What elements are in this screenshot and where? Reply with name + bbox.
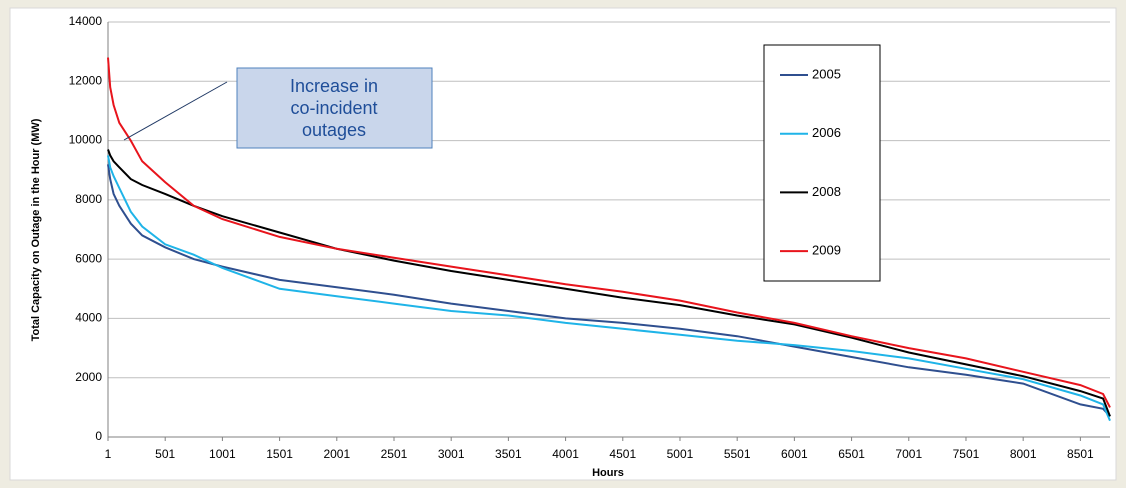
annotation-text: co-incident xyxy=(290,98,377,118)
y-tick-label: 2000 xyxy=(75,370,102,384)
annotation-text: outages xyxy=(302,120,366,140)
x-tick-label: 1 xyxy=(105,447,112,461)
y-tick-label: 8000 xyxy=(75,192,102,206)
x-axis-label: Hours xyxy=(592,467,624,479)
x-tick-label: 7501 xyxy=(953,447,980,461)
legend-label: 2006 xyxy=(812,125,841,140)
y-tick-label: 6000 xyxy=(75,251,102,265)
x-tick-label: 3501 xyxy=(495,447,522,461)
x-tick-label: 2501 xyxy=(381,447,408,461)
series-line xyxy=(107,149,1111,417)
annotation-text: Increase in xyxy=(290,76,378,96)
y-tick-label: 0 xyxy=(95,429,102,443)
y-tick-label: 10000 xyxy=(69,133,103,147)
x-tick-label: 3001 xyxy=(438,447,465,461)
series-line xyxy=(107,57,1111,408)
x-tick-label: 5501 xyxy=(724,447,751,461)
x-tick-label: 7001 xyxy=(895,447,922,461)
x-tick-label: 6501 xyxy=(838,447,865,461)
x-tick-label: 5001 xyxy=(667,447,694,461)
legend-label: 2005 xyxy=(812,66,841,81)
x-tick-label: 6001 xyxy=(781,447,808,461)
y-tick-label: 12000 xyxy=(69,73,103,87)
legend-box xyxy=(763,44,881,282)
x-tick-label: 4001 xyxy=(552,447,579,461)
x-tick-label: 8501 xyxy=(1067,447,1094,461)
annotation-arrow xyxy=(123,81,228,141)
series-line xyxy=(107,164,1111,417)
x-tick-label: 501 xyxy=(155,447,175,461)
x-tick-label: 1501 xyxy=(266,447,293,461)
y-axis-label: Total Capacity on Outage in the Hour (MW… xyxy=(30,118,42,341)
x-tick-label: 1001 xyxy=(209,447,236,461)
legend-label: 2008 xyxy=(812,184,841,199)
y-tick-label: 14000 xyxy=(69,14,103,28)
chart-area xyxy=(9,7,1117,481)
annotation-box xyxy=(236,67,433,149)
x-tick-label: 4501 xyxy=(609,447,636,461)
series-line xyxy=(107,155,1111,422)
y-tick-label: 4000 xyxy=(75,311,102,325)
legend-label: 2009 xyxy=(812,243,841,258)
x-tick-label: 2001 xyxy=(323,447,350,461)
x-tick-label: 8001 xyxy=(1010,447,1037,461)
